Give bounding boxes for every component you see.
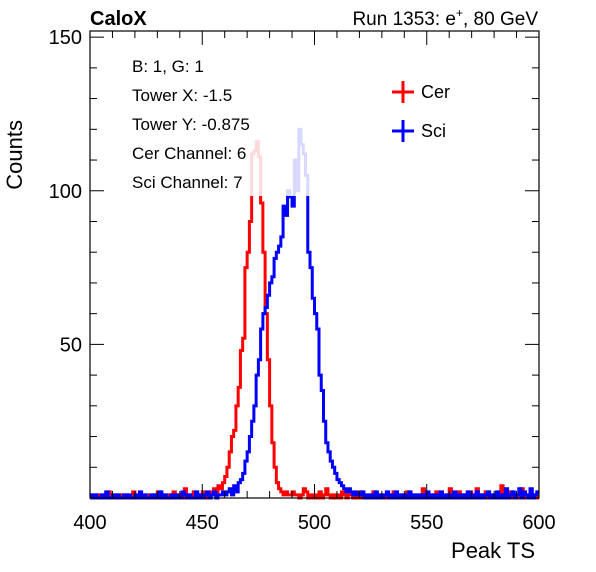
run-superscript: + xyxy=(456,6,463,20)
axis-ticks xyxy=(89,31,540,499)
x-tick-label: 600 xyxy=(522,512,555,534)
x-tick-label: 400 xyxy=(73,512,106,534)
info-line-tower-x: Tower X: -1.5 xyxy=(132,86,232,105)
x-axis-title: Peak TS xyxy=(451,538,535,563)
axis-tick-labels: 400 450 500 550 600 50 100 150 xyxy=(49,27,556,534)
run-suffix: , 80 GeV xyxy=(463,9,538,30)
x-tick-label: 550 xyxy=(410,512,443,534)
y-tick-label: 50 xyxy=(60,334,82,356)
legend-label-cer: Cer xyxy=(421,82,450,102)
legend: Cer Sci xyxy=(392,81,450,142)
y-axis-title: Counts xyxy=(2,120,27,190)
x-tick-label: 450 xyxy=(186,512,219,534)
y-tick-label: 150 xyxy=(49,27,82,49)
run-label: Run 1353: e+, 80 GeV xyxy=(352,6,538,30)
legend-label-sci: Sci xyxy=(421,121,446,141)
info-box-background xyxy=(125,48,360,196)
legend-entry-cer: Cer xyxy=(392,81,450,103)
run-prefix: Run 1353: e xyxy=(352,9,456,30)
info-line-board: B: 1, G: 1 xyxy=(132,57,204,76)
info-line-sci-channel: Sci Channel: 7 xyxy=(132,173,243,192)
experiment-label: CaloX xyxy=(90,8,147,30)
info-box: B: 1, G: 1 Tower X: -1.5 Tower Y: -0.875… xyxy=(125,48,360,196)
info-line-cer-channel: Cer Channel: 6 xyxy=(132,144,246,163)
info-line-tower-y: Tower Y: -0.875 xyxy=(132,115,250,134)
y-tick-label: 100 xyxy=(49,181,82,203)
legend-entry-sci: Sci xyxy=(392,120,446,142)
x-tick-label: 500 xyxy=(298,512,331,534)
